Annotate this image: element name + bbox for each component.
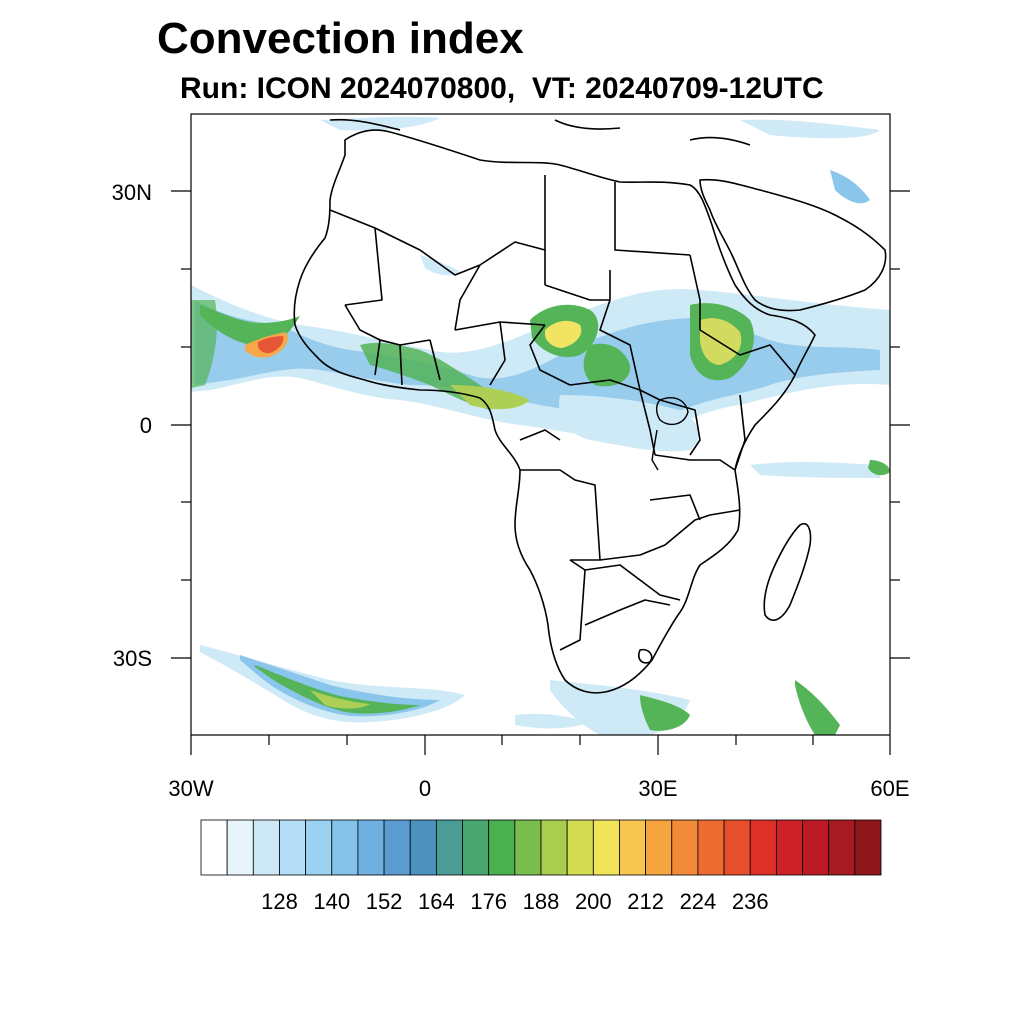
colorbar-tick-label: 200 xyxy=(574,889,612,914)
colorbar-swatch xyxy=(514,819,542,876)
colorbar-tick-label: 128 xyxy=(261,889,298,914)
colorbar-tick-label: 212 xyxy=(627,889,664,914)
axis-ticks xyxy=(171,190,910,755)
colorbar-swatch xyxy=(697,819,725,876)
colorbar-swatch xyxy=(200,819,228,876)
colorbar-swatch xyxy=(252,819,280,876)
colorbar-swatch xyxy=(279,819,307,876)
lon-label-0: 0 xyxy=(418,776,432,801)
colorbar-swatch xyxy=(854,819,882,876)
colorbar-swatch xyxy=(566,819,594,876)
colorbar-swatch xyxy=(226,819,254,876)
colorbar-tick-label: 224 xyxy=(679,889,717,914)
colorbar-swatch xyxy=(671,819,699,876)
colorbar-tick-label: 236 xyxy=(731,889,769,914)
colorbar-swatch xyxy=(435,819,463,876)
colorbar-swatch xyxy=(802,819,830,876)
colorbar-swatch xyxy=(619,819,647,876)
colorbar-tick-label: 176 xyxy=(470,889,508,914)
colorbar-tick-label: 140 xyxy=(313,889,351,914)
colorbar-swatch xyxy=(409,819,437,876)
map-title: Convection index xyxy=(157,14,524,63)
colorbar-swatch xyxy=(775,819,803,876)
country-borders xyxy=(293,118,887,694)
map-subtitle: Run: ICON 2024070800, VT: 20240709-12UTC xyxy=(180,72,824,105)
colorbar-swatch xyxy=(462,819,490,876)
lat-label-30s: 30S xyxy=(112,646,152,671)
colorbar-swatch xyxy=(645,819,673,876)
colorbar-swatch xyxy=(488,819,516,876)
colorbar-swatch xyxy=(828,819,856,876)
colorbar-swatch xyxy=(357,819,385,876)
colorbar xyxy=(200,819,882,876)
colorbar-swatch xyxy=(723,819,751,876)
colorbar-swatch xyxy=(383,819,411,876)
colorbar-tick-label: 164 xyxy=(418,889,455,914)
lon-label-30w: 30W xyxy=(168,776,214,801)
colorbar-swatch xyxy=(331,819,359,876)
colorbar-tick-label: 188 xyxy=(522,889,560,914)
lat-label-30n: 30N xyxy=(111,180,152,205)
lat-label-0: 0 xyxy=(139,413,152,438)
colorbar-swatch xyxy=(305,819,333,876)
convection-field xyxy=(191,116,890,735)
lon-label-30e: 30E xyxy=(638,776,678,801)
lakes xyxy=(651,397,689,471)
colorbar-swatch xyxy=(540,819,568,876)
colorbar-swatch xyxy=(592,819,620,876)
lon-label-60e: 60E xyxy=(870,776,910,801)
colorbar-tick-label: 152 xyxy=(365,889,403,914)
map-plot-area xyxy=(191,116,890,735)
colorbar-swatch xyxy=(749,819,777,876)
